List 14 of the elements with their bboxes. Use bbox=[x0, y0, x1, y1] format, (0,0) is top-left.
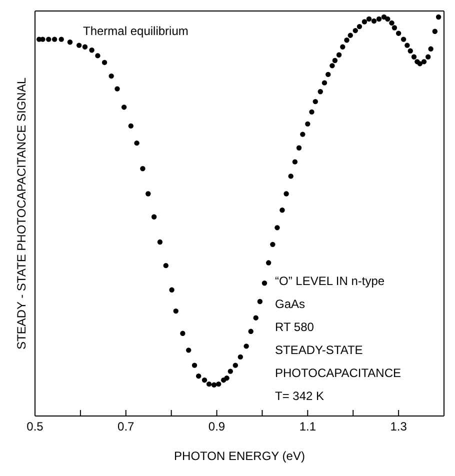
annotation: STEADY-STATE bbox=[275, 342, 364, 359]
annotation: “O” LEVEL IN n-type bbox=[275, 273, 386, 290]
x-tick-label: 1.1 bbox=[299, 420, 316, 434]
annotation: Thermal equilibrium bbox=[83, 24, 188, 38]
x-tick-label: 0.9 bbox=[208, 420, 226, 434]
x-axis-title: PHOTON ENERGY (eV) bbox=[174, 449, 305, 463]
x-tick-label: 0.5 bbox=[26, 420, 44, 434]
annotation: PHOTOCAPACITANCE bbox=[275, 365, 402, 382]
x-tick-label: 0.7 bbox=[118, 420, 135, 434]
annotation: GaAs bbox=[275, 296, 306, 313]
x-tick-label: 1.3 bbox=[390, 420, 408, 434]
annotation: RT 580 bbox=[275, 319, 315, 336]
annotation: T= 342 K bbox=[275, 388, 326, 405]
y-axis-title: STEADY - STATE PHOTOCAPACITANCE SIGNAL bbox=[14, 77, 28, 350]
